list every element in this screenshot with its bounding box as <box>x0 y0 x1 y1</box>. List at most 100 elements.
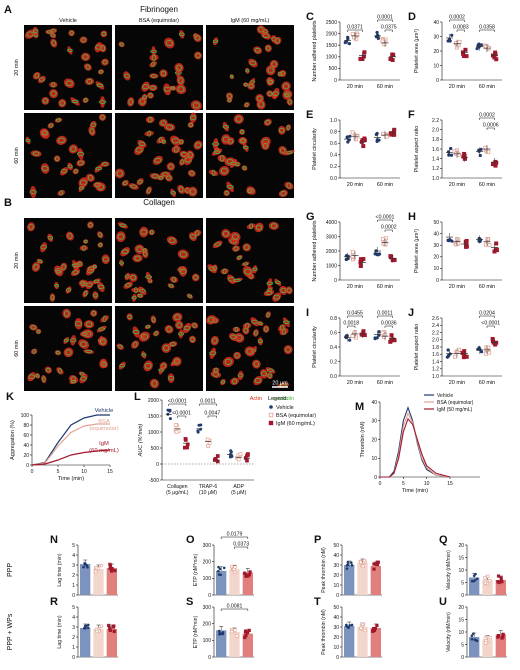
data-point <box>248 570 252 574</box>
scale-bar-label: 20 μm <box>272 381 288 387</box>
platelet-tubulin <box>59 100 66 106</box>
micro-title: Fibrinogen <box>140 5 178 14</box>
platelet-tubulin <box>40 245 47 250</box>
platelet-tubulin <box>275 38 280 44</box>
data-point <box>218 567 222 571</box>
platelet-tubulin <box>231 233 239 240</box>
data-point <box>345 135 349 139</box>
data-point <box>216 569 220 573</box>
platelet-tubulin <box>142 248 147 253</box>
platelet-actin <box>74 318 83 330</box>
series-line <box>31 449 111 466</box>
p-value-label: <0.0001 <box>481 321 500 327</box>
platelet-actin <box>65 231 74 241</box>
platelet-actin <box>172 356 182 367</box>
platelet-actin <box>138 331 150 342</box>
platelet-actin <box>229 159 238 168</box>
platelet-tubulin <box>263 326 269 332</box>
platelet-actin <box>127 97 135 107</box>
tubulin-label: α-tubulin <box>273 396 294 402</box>
data-point <box>373 252 377 256</box>
platelet-tubulin <box>137 293 143 298</box>
platelet-tubulin <box>41 130 48 136</box>
y-tick-label: 300 <box>203 543 212 549</box>
data-point <box>236 457 241 462</box>
y-tick-label: 50 <box>433 220 439 226</box>
platelet-actin <box>274 278 282 286</box>
micrograph <box>24 113 112 198</box>
bar <box>469 637 480 657</box>
platelet-tubulin <box>165 124 174 130</box>
data-point <box>488 579 492 583</box>
platelet-tubulin <box>247 188 252 194</box>
y-tick-label: 20 <box>433 49 439 55</box>
p-value-label: 0.0047 <box>204 411 220 417</box>
micrograph <box>115 25 203 111</box>
platelet-actin <box>70 97 80 106</box>
data-point <box>390 258 395 263</box>
panel-letter: H <box>408 211 416 223</box>
platelet-actin <box>231 277 243 283</box>
y-tick-label: 1.4 <box>432 156 439 162</box>
platelet-tubulin <box>280 287 287 294</box>
platelet-actin <box>41 128 49 138</box>
platelet-tubulin <box>87 174 93 181</box>
platelet-tubulin <box>154 331 159 336</box>
micrograph-bg <box>24 25 112 110</box>
platelet-actin <box>37 75 46 84</box>
platelet-tubulin <box>235 116 243 123</box>
data-point <box>472 579 475 583</box>
platelet-tubulin <box>102 315 107 322</box>
bar <box>93 629 104 657</box>
data-point <box>198 427 202 431</box>
data-point <box>99 624 104 628</box>
y-tick-label: 0 <box>72 593 75 599</box>
y-tick-label: 40 <box>433 20 439 26</box>
p-value-label: 0.0001 <box>377 15 393 21</box>
p-bracket <box>479 117 495 120</box>
platelet-tubulin <box>50 294 55 301</box>
platelet-tubulin <box>145 275 153 279</box>
x-tick-label: 20 min <box>449 182 466 188</box>
platelet-tubulin <box>29 189 37 195</box>
bar <box>216 570 227 595</box>
x-tick-label: 10 <box>81 469 87 475</box>
platelet-tubulin <box>211 142 220 146</box>
platelet-tubulin <box>168 237 176 244</box>
platelet-actin <box>27 372 36 382</box>
data-point <box>359 626 363 630</box>
platelet-tubulin <box>85 64 91 70</box>
p-bracket <box>377 219 393 222</box>
platelet-actin <box>78 177 89 188</box>
platelet-actin <box>211 148 223 156</box>
y-tick-label: 20 <box>433 255 439 261</box>
platelet-tubulin <box>233 278 241 282</box>
y-tick-label: 1.6 <box>432 352 439 358</box>
platelet-tubulin <box>227 276 235 282</box>
series-line <box>31 423 110 466</box>
data-point <box>494 57 499 62</box>
platelet-actin <box>247 81 255 90</box>
platelet-actin <box>220 378 226 386</box>
platelet-tubulin <box>101 31 107 37</box>
panel-letter: P <box>314 534 321 546</box>
platelet-tubulin <box>178 186 184 193</box>
data-point <box>362 50 367 55</box>
platelet-actin <box>27 222 36 232</box>
platelet-actin <box>78 339 90 349</box>
platelet-actin <box>128 183 139 190</box>
platelet-tubulin <box>266 281 274 286</box>
p-value-label: 0.0002 <box>381 225 397 231</box>
platelet-actin <box>132 326 140 338</box>
y-tick-label: 15 <box>458 617 464 623</box>
data-point <box>244 633 248 638</box>
y-tick-label: 1 <box>72 645 75 651</box>
data-point <box>377 333 381 337</box>
platelet-actin <box>221 229 231 239</box>
y-tick-label: 40 <box>433 231 439 237</box>
actin-label: Actin <box>250 396 262 402</box>
y-tick-label: 1 <box>72 583 75 589</box>
platelet-actin <box>47 233 54 242</box>
platelet-actin <box>145 116 155 124</box>
platelet-tubulin <box>267 67 274 74</box>
